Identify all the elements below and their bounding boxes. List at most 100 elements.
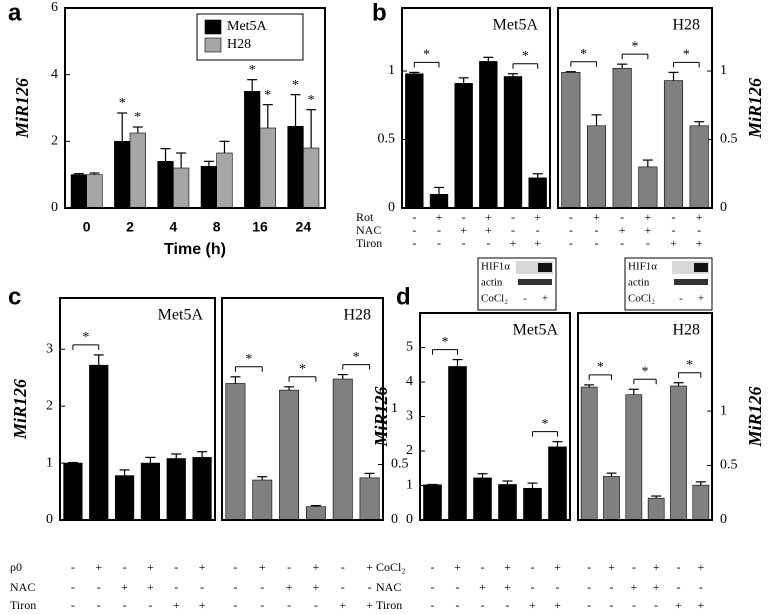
blot-band [674,279,708,285]
y-tick-label: 2 [46,398,53,413]
treatment-sign: + [619,223,626,237]
bar [670,385,687,521]
treatment-sign: - [368,580,372,594]
treatment-label: NAC [10,580,35,594]
bar [663,80,684,209]
significance-star: * [264,88,271,103]
plot-frame [557,7,713,209]
significance-star: * [686,358,693,373]
bar [454,83,473,209]
significance-star: * [353,350,360,365]
treatment-sign: + [554,560,561,574]
treatment-sign: + [366,598,373,612]
treatment-sign: - [71,560,75,574]
treatment-sign: - [97,598,101,612]
treatment-sign: - [531,580,535,594]
significance-star: * [245,352,252,367]
bar [423,484,442,521]
treatment-sign: - [260,598,264,612]
treatment-sign: + [696,210,703,224]
y-tick-label: 3 [406,409,413,424]
legend-swatch [204,37,222,53]
treatment-sign: - [587,580,591,594]
treatment-sign: - [511,223,515,237]
y-tick-label: 1 [391,401,398,416]
bar [305,506,326,521]
subplot-title: H28 [672,322,700,339]
bar [603,476,620,521]
treatment-sign: + [286,580,293,594]
treatment-sign: - [462,210,466,224]
treatment-sign: - [431,598,435,612]
treatment-sign: - [71,580,75,594]
bar [528,177,547,209]
bar [359,477,380,521]
x-tick-label: 8 [213,219,221,235]
bar [580,386,598,521]
y-tick-label: 4 [406,374,413,389]
treatment-sign: - [587,598,591,612]
treatment-sign: + [199,598,206,612]
x-tick-label: 0 [83,219,91,235]
treatment-sign: + [485,223,492,237]
treatment-sign: + [534,210,541,224]
treatment-sign: - [233,598,237,612]
x-axis-label: Time (h) [164,241,226,258]
treatment-sign: + [554,598,561,612]
treatment-sign: - [677,580,681,594]
plot-frame [221,297,384,521]
treatment-sign: + [95,560,102,574]
treatment-sign: + [460,223,467,237]
bar [89,364,109,521]
bar [114,141,131,209]
y-tick-label: 2 [406,443,413,458]
y-tick-label: 0 [720,512,727,527]
treatment-sign: - [123,560,127,574]
treatment-label: NAC [376,580,401,594]
y-tick-label: 0 [51,200,58,215]
bar [523,487,542,521]
treatment-sign: - [569,223,573,237]
bar [200,166,217,209]
treatment-sign: - [462,236,466,250]
bar [244,91,261,209]
bar [473,477,492,521]
plot-frame [419,312,571,521]
y-tick-label: 1 [720,403,727,418]
treatment-sign: + [147,580,154,594]
treatment-label: CoCl₂ [376,560,406,574]
treatment-sign: - [412,236,416,250]
treatment-sign: - [456,580,460,594]
treatment-sign: + [608,560,615,574]
panel-label: b [372,0,387,26]
treatment-sign: - [71,598,75,612]
bar [405,73,424,209]
treatment-sign: - [595,223,599,237]
y-tick-label: 2 [51,134,58,149]
treatment-sign: - [654,598,658,612]
treatment-sign: + [653,560,660,574]
treatment-sign: - [569,236,573,250]
treatment-sign: + [259,560,266,574]
x-tick-label: 24 [296,219,312,235]
bar [140,462,161,521]
blot-label: CoCl₂ [628,293,655,305]
plot-frame [577,312,713,521]
treatment-label: ρ0 [10,560,22,574]
blot-band [518,279,552,285]
bar [561,72,581,209]
y-tick-label: 0.5 [391,457,409,472]
treatment-sign: + [313,560,320,574]
treatment-sign: - [536,223,540,237]
y-axis-label: MiR126 [12,78,32,139]
treatment-sign: - [174,560,178,574]
treatment-sign: - [620,210,624,224]
blot-band [538,263,552,272]
bar [689,125,709,209]
x-tick-label: 16 [252,219,268,235]
treatment-sign: + [454,560,461,574]
subplot-title: H28 [672,17,700,34]
treatment-sign: - [556,580,560,594]
plot-frame [59,297,216,521]
significance-star: * [299,362,306,377]
